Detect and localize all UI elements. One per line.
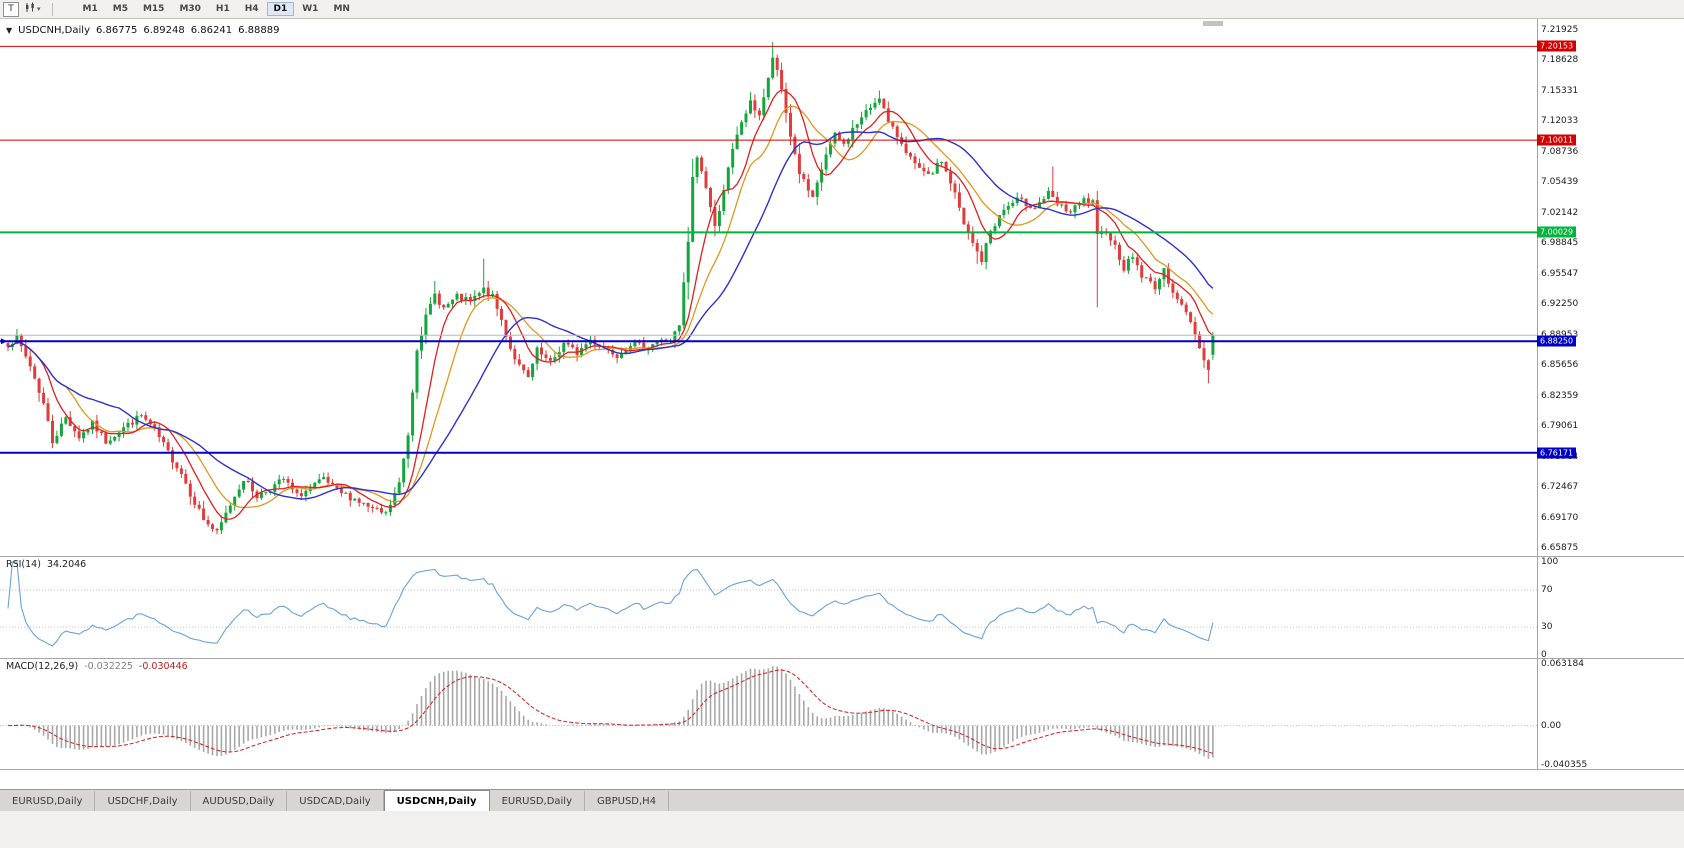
rsi-indicator-header: RSI(14) 34.2046	[6, 559, 86, 570]
macd-signal-value: -0.030446	[138, 661, 188, 672]
hline-price-tag: 6.88250	[1537, 335, 1577, 347]
hline-left-anchor-icon[interactable]	[1, 338, 7, 345]
chart-tab-gbpusd-h4[interactable]: GBPUSD,H4	[585, 791, 670, 811]
symbol-title: USDCNH,Daily	[18, 25, 90, 36]
collapse-triangle-icon[interactable]: ▼	[6, 26, 13, 35]
macd-indicator-header: MACD(12,26,9) -0.032225 -0.030446	[6, 661, 188, 672]
candlestick-chart-icon	[25, 2, 36, 16]
timeframe-button-h1[interactable]: H1	[215, 4, 230, 14]
timeframe-button-d1[interactable]: D1	[266, 2, 295, 16]
symbol-ohlc-header: ▼ USDCNH,Daily 6.86775 6.89248 6.86241 6…	[6, 25, 279, 36]
hline-price-tag: 7.00029	[1537, 226, 1577, 238]
chart-tab-eurusd-daily[interactable]: EURUSD,Daily	[0, 791, 96, 811]
timeframe-button-mn[interactable]: MN	[333, 4, 350, 14]
window-bottom-strip	[0, 811, 1684, 848]
chart-type-button[interactable]: ▾	[21, 2, 45, 17]
macd-main-value: -0.032225	[84, 661, 133, 672]
hline-price-tag: 7.10011	[1537, 134, 1577, 146]
date-axis[interactable]: 31 Dec 201818 Jan 20196 Feb 201925 Feb 2…	[0, 769, 1537, 788]
rsi-name: RSI(14)	[6, 559, 41, 570]
panel-separator-main-rsi[interactable]	[0, 556, 1684, 557]
macd-panel	[0, 666, 1537, 759]
top-toolbar: T ▾ M1 M5 M15 M30 H1 H4 D1 W1 MN	[0, 0, 1684, 19]
chart-tab-usdcnh-daily[interactable]: USDCNH,Daily	[383, 790, 490, 811]
chart-tab-usdchf-daily[interactable]: USDCHF,Daily	[95, 791, 191, 811]
chart-tabs-bar: EURUSD,Daily USDCHF,Daily AUDUSD,Daily USDC…	[0, 789, 1684, 811]
timeframe-button-m1[interactable]: M1	[82, 4, 98, 14]
timeframe-button-h4[interactable]: H4	[244, 4, 259, 14]
timeframe-button-w1[interactable]: W1	[302, 4, 319, 14]
ohlc-close: 6.88889	[238, 25, 280, 36]
timeframe-button-m30[interactable]: M30	[179, 4, 201, 14]
hline-price-tag: 6.76171	[1537, 447, 1577, 459]
chart-tab-audusd-daily[interactable]: AUDUSD,Daily	[190, 791, 288, 811]
timeframe-button-m5[interactable]: M5	[112, 4, 128, 14]
ohlc-high: 6.89248	[143, 25, 185, 36]
chart-tab-usdcad-daily[interactable]: USDCAD,Daily	[287, 791, 384, 811]
toolbar-separator	[51, 2, 53, 16]
chart-tab-eurusd-daily[interactable]: EURUSD,Daily	[489, 791, 585, 811]
text-tool-button[interactable]: T	[3, 1, 19, 17]
chevron-down-icon: ▾	[37, 5, 41, 13]
rsi-value: 34.2046	[46, 559, 87, 570]
timeframe-button-m15[interactable]: M15	[142, 4, 165, 14]
macd-name: MACD(12,26,9)	[6, 661, 79, 672]
timeframe-button-group: M1 M5 M15 M30 H1 H4 D1 W1 MN	[76, 2, 358, 16]
panel-separator-macd-dates	[0, 769, 1684, 770]
chart-scrollbar-thumb[interactable]	[1203, 21, 1223, 26]
panel-separator-rsi-macd[interactable]	[0, 658, 1684, 659]
ohlc-open: 6.86775	[96, 25, 138, 36]
axis-vertical-line	[1537, 19, 1538, 769]
main-price-panel	[0, 42, 1537, 535]
ohlc-low: 6.86241	[190, 25, 233, 36]
hline-price-tag: 7.20153	[1537, 40, 1577, 52]
rsi-panel	[0, 561, 1537, 647]
